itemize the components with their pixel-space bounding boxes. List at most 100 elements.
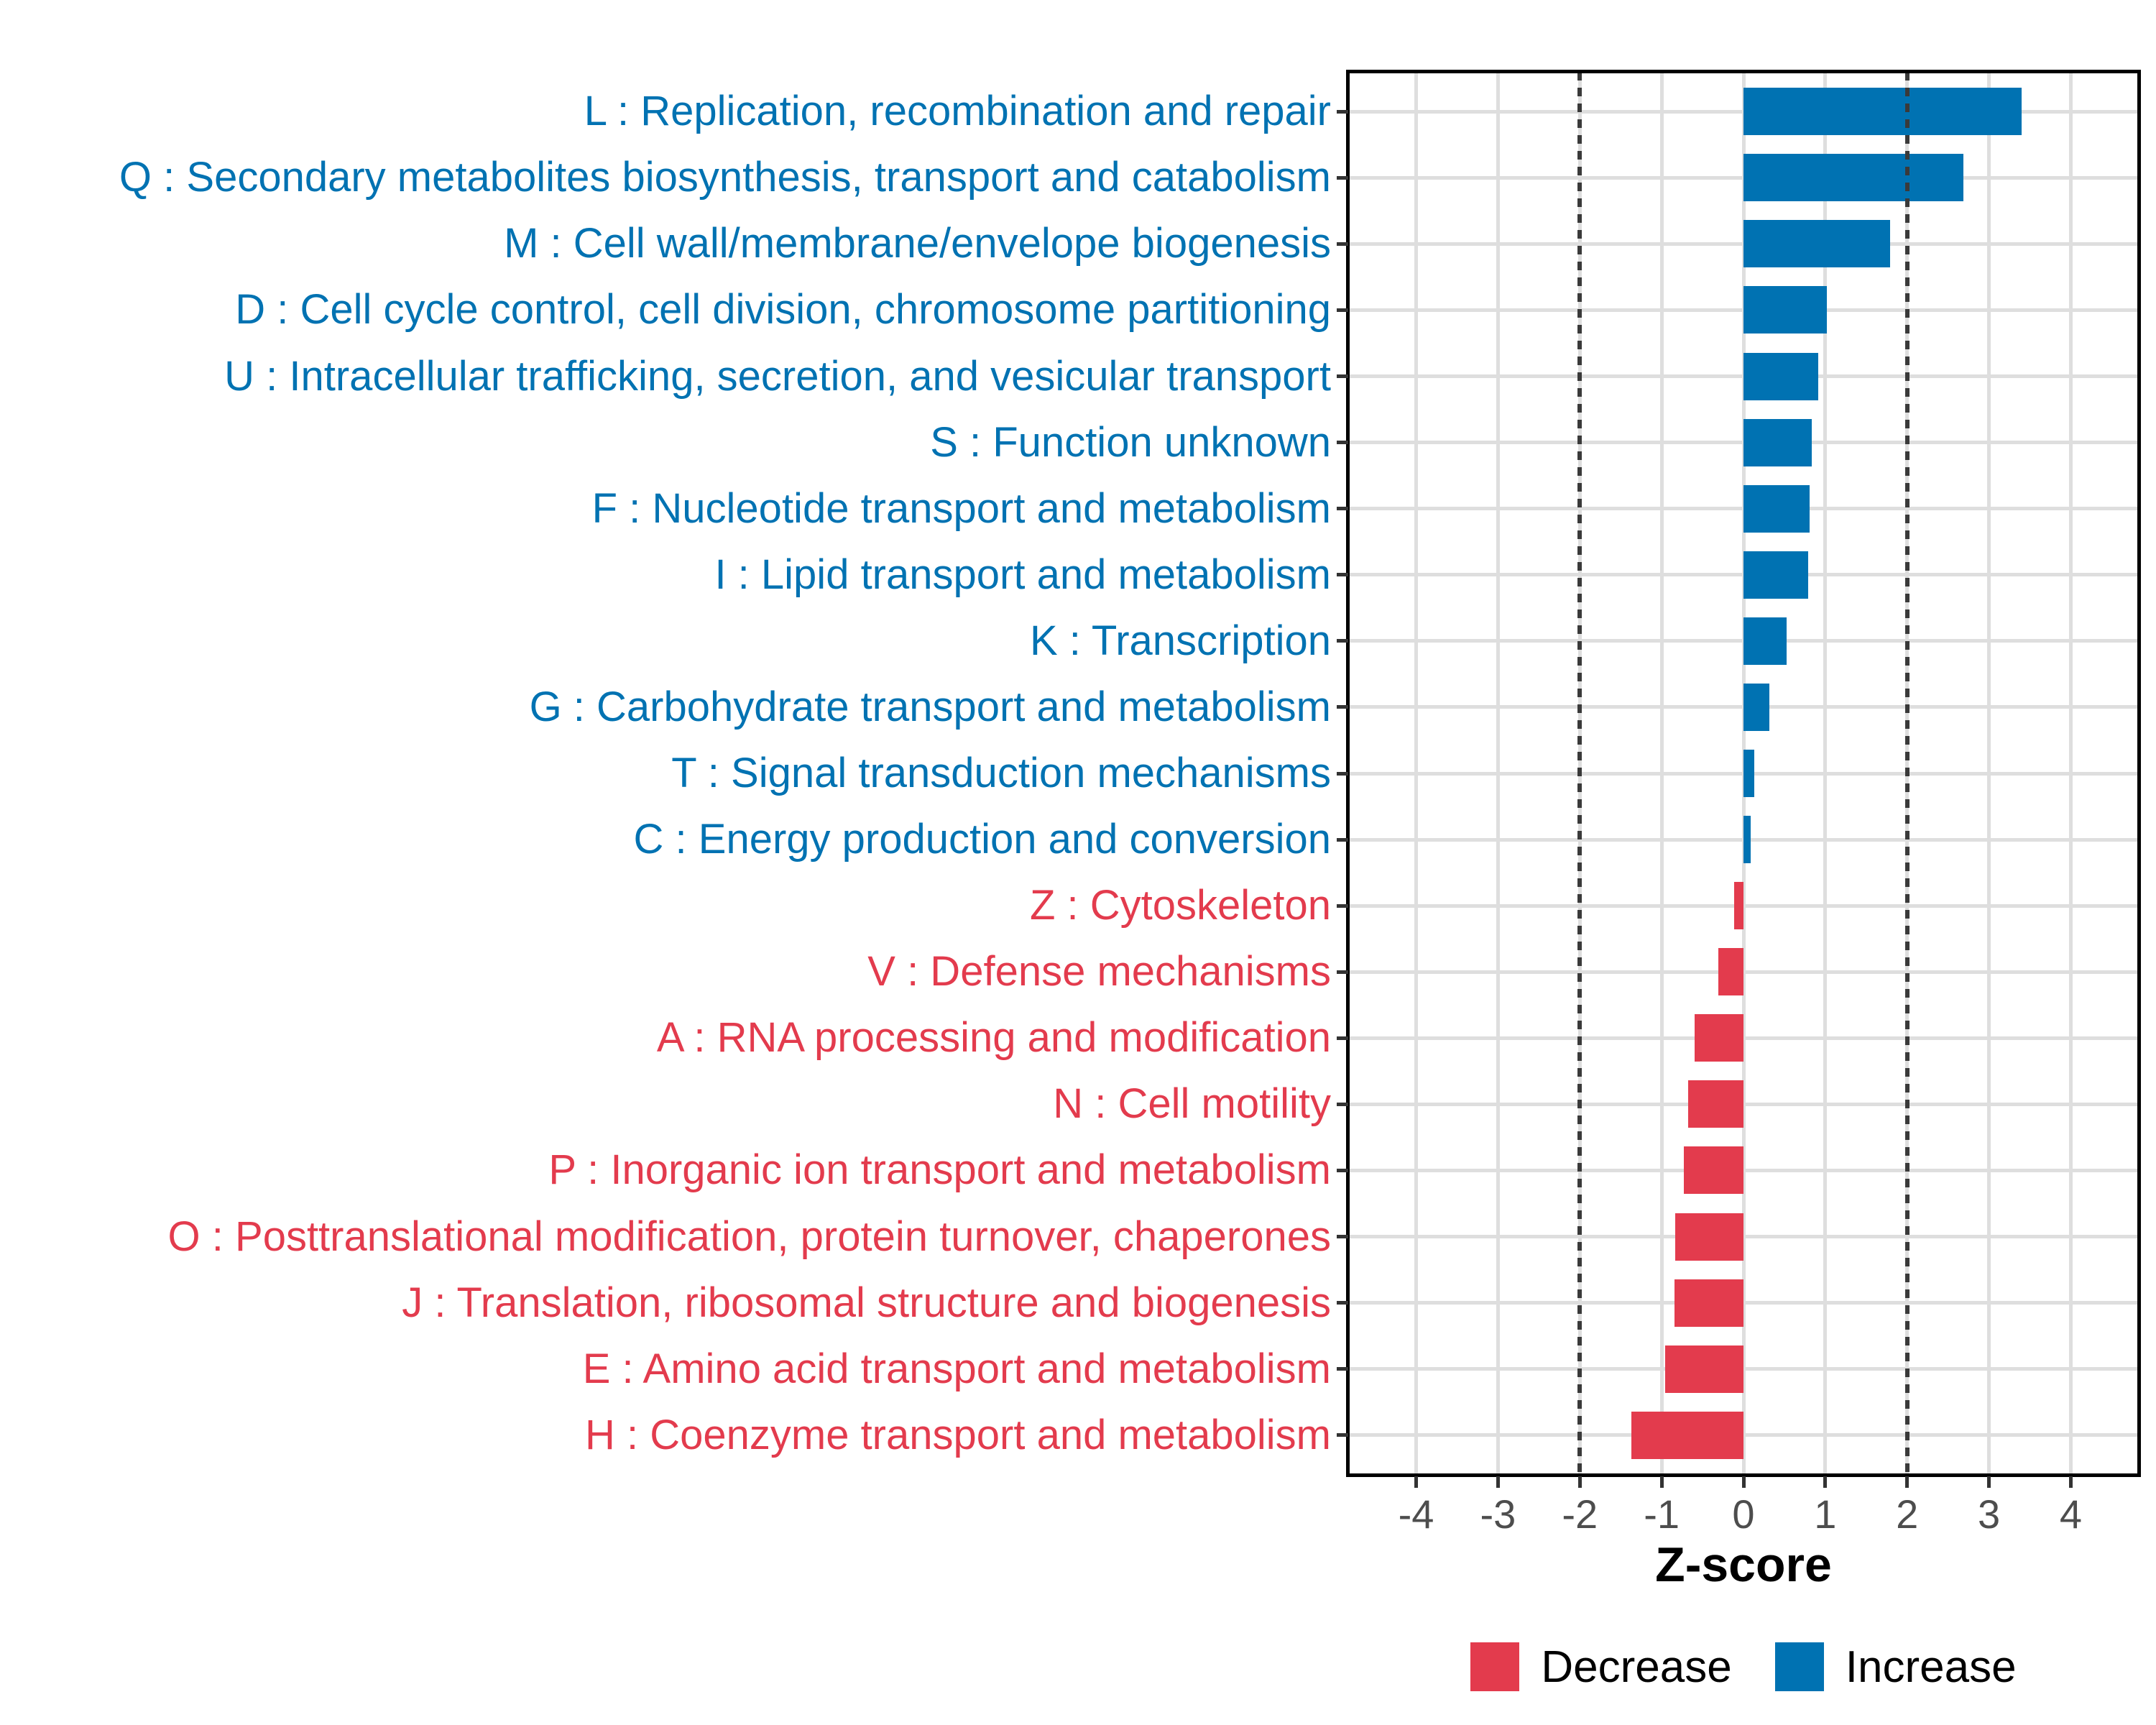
y-axis-category-label: Z : Cytoskeleton (1029, 882, 1331, 929)
bar-decrease-E (1664, 1345, 1743, 1393)
x-axis-tick (1659, 1476, 1664, 1488)
y-axis-tick (1337, 441, 1348, 445)
y-axis-category-label: F : Nucleotide transport and metabolism (591, 484, 1331, 532)
bar-increase-C (1743, 816, 1751, 864)
y-axis-tick (1337, 1036, 1348, 1040)
bar-increase-K (1743, 617, 1787, 665)
y-axis-category-label: D : Cell cycle control, cell division, c… (235, 286, 1331, 334)
y-axis-category-label: U : Intracellular trafficking, secretion… (224, 352, 1331, 400)
y-axis-category-label: G : Carbohydrate transport and metabolis… (529, 683, 1331, 730)
bar-increase-T (1743, 750, 1754, 797)
x-axis-tick (1577, 1476, 1582, 1488)
y-axis-category-label: M : Cell wall/membrane/envelope biogenes… (504, 220, 1331, 267)
x-tick-label: 2 (1896, 1491, 1919, 1537)
reference-line-dashed (1904, 72, 1909, 1475)
h-gridline (1348, 1036, 2139, 1040)
y-axis-tick (1337, 903, 1348, 908)
x-tick-label: -2 (1562, 1491, 1598, 1537)
y-axis-tick (1337, 109, 1348, 114)
bar-decrease-Z (1734, 882, 1743, 930)
x-axis-tick (1741, 1476, 1746, 1488)
y-axis-tick (1337, 1102, 1348, 1106)
y-axis-tick (1337, 1168, 1348, 1172)
h-gridline (1348, 1433, 2139, 1438)
y-axis-tick (1337, 308, 1348, 312)
x-tick-label: 0 (1732, 1491, 1755, 1537)
x-tick-label: -3 (1480, 1491, 1516, 1537)
bar-increase-G (1743, 683, 1770, 731)
x-axis-title: Z-score (1655, 1537, 1832, 1592)
y-axis-category-label: Q : Secondary metabolites biosynthesis, … (119, 154, 1331, 201)
bar-increase-S (1743, 418, 1812, 466)
y-axis-tick (1337, 639, 1348, 643)
y-axis-category-label: C : Energy production and conversion (633, 816, 1331, 863)
bar-increase-I (1743, 551, 1808, 599)
x-axis-tick (1905, 1476, 1909, 1488)
h-gridline (1348, 903, 2139, 908)
legend-key-increase (1774, 1642, 1824, 1691)
y-axis-tick (1337, 1301, 1348, 1305)
x-axis-tick (1823, 1476, 1828, 1488)
y-axis-category-label: J : Translation, ribosomal structure and… (402, 1279, 1331, 1326)
y-axis-tick (1337, 573, 1348, 577)
bar-increase-M (1743, 220, 1890, 268)
legend-key-decrease (1470, 1642, 1520, 1691)
bar-increase-L (1743, 88, 2022, 136)
bar-increase-Q (1743, 154, 1964, 202)
legend: Decrease Increase (1348, 1639, 2139, 1694)
bar-decrease-V (1718, 948, 1743, 996)
bar-increase-D (1743, 286, 1828, 334)
x-tick-label: 3 (1978, 1491, 2001, 1537)
x-tick-label: -4 (1398, 1491, 1434, 1537)
h-gridline (1348, 1235, 2139, 1239)
y-axis-tick (1337, 1367, 1348, 1371)
h-gridline (1348, 1367, 2139, 1371)
y-axis-tick (1337, 970, 1348, 974)
y-axis-tick (1337, 771, 1348, 776)
y-axis-category-label: V : Defense mechanisms (867, 948, 1331, 995)
y-axis-category-label: N : Cell motility (1053, 1080, 1331, 1128)
bar-decrease-A (1694, 1014, 1743, 1062)
panel-border (1346, 70, 2141, 1477)
bar-decrease-N (1687, 1080, 1743, 1128)
x-axis-tick (1987, 1476, 1991, 1488)
x-tick-label: 1 (1814, 1491, 1837, 1537)
h-gridline (1348, 970, 2139, 974)
y-axis-category-label: H : Coenzyme transport and metabolism (585, 1411, 1331, 1458)
h-gridline (1348, 1168, 2139, 1172)
y-axis-tick (1337, 1433, 1348, 1438)
bar-decrease-O (1675, 1213, 1743, 1261)
y-axis-category-label: K : Transcription (1029, 617, 1331, 664)
y-axis-category-label: E : Amino acid transport and metabolism (582, 1345, 1331, 1392)
y-axis-tick (1337, 1235, 1348, 1239)
y-axis-category-label: S : Function unknown (930, 418, 1331, 466)
y-axis-category-label: T : Signal transduction mechanisms (671, 750, 1331, 796)
x-axis-tick (2068, 1476, 2073, 1488)
x-axis-tick (1496, 1476, 1500, 1488)
h-gridline (1348, 1301, 2139, 1305)
legend-item: Decrease (1470, 1642, 1732, 1693)
x-tick-label: 4 (2059, 1491, 2083, 1537)
bar-increase-U (1743, 352, 1818, 400)
legend-label: Decrease (1541, 1642, 1732, 1692)
y-axis-category-label: I : Lipid transport and metabolism (714, 551, 1331, 598)
bar-decrease-P (1683, 1146, 1743, 1195)
y-axis-tick (1337, 242, 1348, 246)
y-axis-category-label: A : RNA processing and modification (656, 1014, 1331, 1062)
legend-item: Increase (1774, 1642, 2017, 1693)
x-tick-label: -1 (1644, 1491, 1680, 1537)
legend-label: Increase (1845, 1642, 2017, 1692)
bar-increase-F (1743, 484, 1810, 533)
y-axis-category-label: L : Replication, recombination and repai… (584, 88, 1331, 135)
h-gridline (1348, 1102, 2139, 1106)
y-axis-tick (1337, 837, 1348, 842)
bar-decrease-J (1674, 1279, 1743, 1327)
y-axis-tick (1337, 507, 1348, 511)
y-axis-tick (1337, 175, 1348, 180)
reference-line-dashed (1577, 72, 1583, 1475)
bar-decrease-H (1631, 1411, 1743, 1459)
y-axis-category-label: P : Inorganic ion transport and metaboli… (548, 1146, 1331, 1194)
y-axis-category-label: O : Posttranslational modification, prot… (167, 1213, 1331, 1260)
y-axis-tick (1337, 705, 1348, 709)
